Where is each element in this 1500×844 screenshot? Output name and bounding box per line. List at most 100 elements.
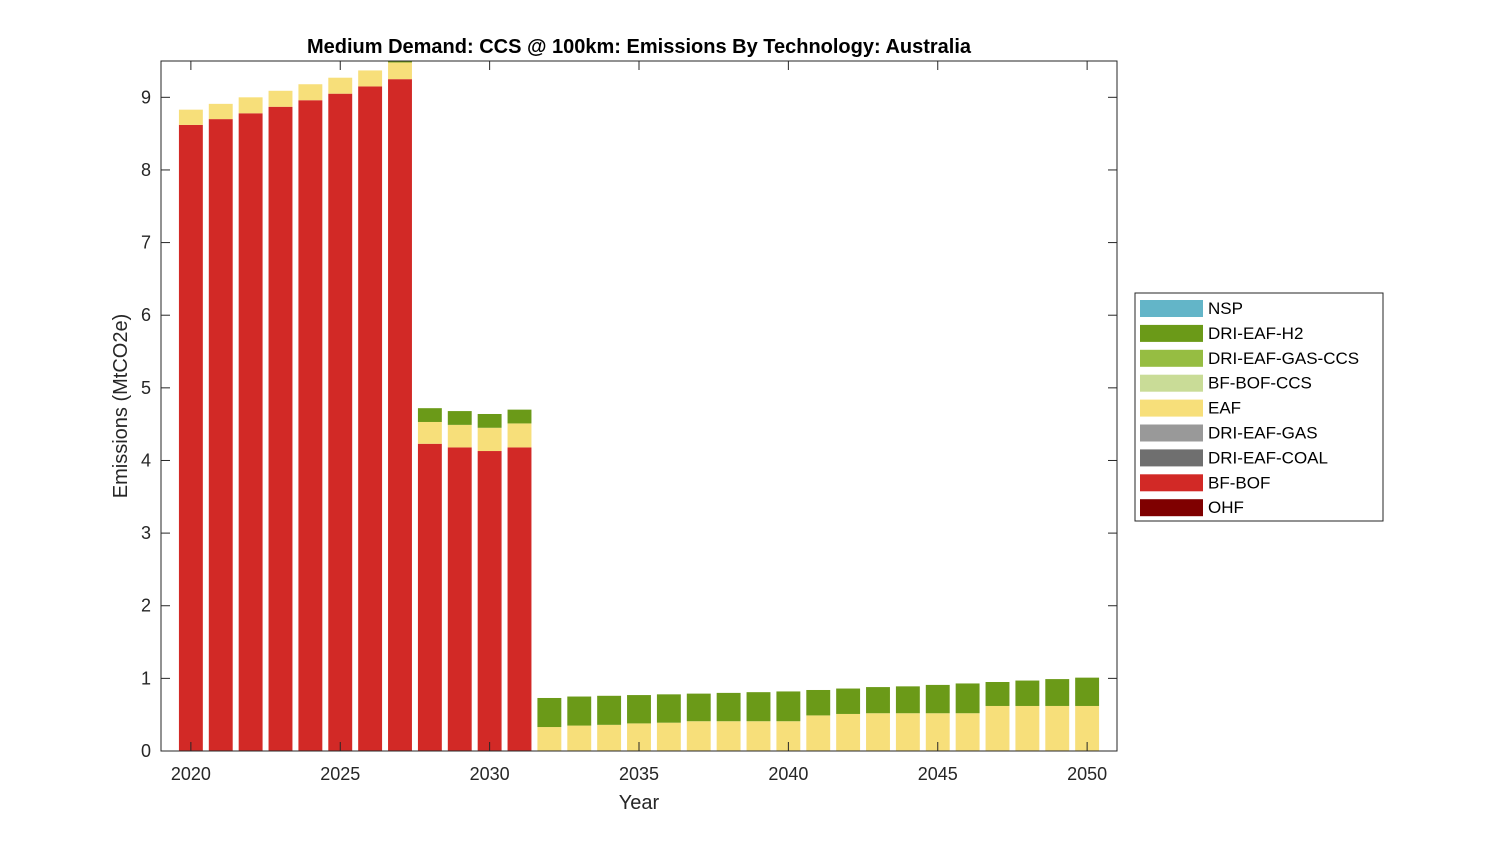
bar-segment-eaf-2036 (656, 722, 681, 751)
bar-segment-bf-bof-2020 (178, 124, 203, 752)
plot-area (160, 60, 1118, 752)
legend-swatch-dri-eaf-gas-ccs (1140, 349, 1203, 367)
y-tick-label: 7 (141, 233, 151, 253)
bar-segment-bf-bof-2031 (507, 447, 532, 751)
bar-segment-eaf-2023 (268, 90, 293, 107)
bar-segment-eaf-2043 (866, 713, 890, 751)
bar-segment-dri-eaf-h2-2027 (388, 61, 412, 63)
bar-segment-dri-eaf-h2-2038 (716, 692, 741, 722)
x-tick-label: 2030 (470, 764, 510, 784)
y-tick-label: 5 (141, 378, 151, 398)
bar-segment-bf-bof-2030 (477, 451, 502, 751)
bar-segment-eaf-2039 (746, 721, 771, 751)
legend-swatch-eaf (1140, 399, 1203, 417)
bar-segment-bf-bof-2027 (388, 79, 412, 751)
bar-segment-eaf-2042 (836, 713, 861, 751)
bar-segment-dri-eaf-h2-2031 (507, 409, 532, 424)
bar-segment-dri-eaf-h2-2037 (686, 693, 711, 722)
y-tick-label: 0 (141, 741, 151, 761)
bar-segment-dri-eaf-h2-2029 (447, 411, 472, 425)
bar-segment-eaf-2047 (985, 705, 1010, 751)
y-tick-label: 8 (141, 160, 151, 180)
chart-title: Medium Demand: CCS @ 100km: Emissions By… (307, 36, 972, 58)
legend-label-bf-bof: BF-BOF (1208, 473, 1270, 492)
bar-segment-bf-bof-2024 (298, 100, 323, 752)
bar-segment-eaf-2048 (1015, 705, 1040, 751)
bar-segment-dri-eaf-h2-2043 (866, 687, 890, 714)
y-tick-label: 1 (141, 668, 151, 688)
legend-label-dri-eaf-gas: DRI-EAF-GAS (1208, 424, 1318, 443)
bar-segment-eaf-2027 (388, 62, 412, 80)
legend-swatch-ohf (1140, 499, 1203, 517)
bar-segment-dri-eaf-h2-2039 (746, 692, 771, 722)
bar-segment-dri-eaf-h2-2050 (1075, 677, 1100, 706)
bar-segment-dri-eaf-h2-2028 (417, 408, 442, 422)
x-axis: 2020 2025 2030 2035 2040 2045 2050 (171, 61, 1107, 784)
y-tick-label: 4 (141, 450, 151, 470)
bar-segment-dri-eaf-h2-2042 (836, 688, 861, 714)
legend-swatch-dri-eaf-coal (1140, 449, 1203, 467)
bar-segment-dri-eaf-h2-2032 (537, 697, 562, 728)
legend-label-dri-eaf-h2: DRI-EAF-H2 (1208, 324, 1303, 343)
bar-segment-bf-bof-2021 (208, 119, 233, 752)
bar-segment-dri-eaf-h2-2049 (1045, 679, 1070, 706)
bar-segment-eaf-2050 (1075, 705, 1100, 751)
bar-segment-dri-eaf-h2-2030 (477, 413, 502, 428)
bar-segment-eaf-2026 (358, 70, 383, 87)
bar-segment-dri-eaf-h2-2040 (776, 691, 801, 722)
bar-segment-dri-eaf-h2-2044 (895, 686, 920, 714)
bar-segment-bf-bof-2025 (328, 93, 353, 752)
y-axis: 0 1 2 3 4 5 6 7 8 9 (141, 87, 1117, 761)
bar-segment-eaf-2031 (507, 423, 532, 448)
bar-segment-eaf-2035 (627, 723, 651, 751)
bar-segment-eaf-2041 (806, 715, 831, 751)
bar-segment-dri-eaf-h2-2047 (985, 682, 1010, 706)
bar-segment-eaf-2024 (298, 84, 323, 101)
x-tick-label: 2025 (320, 764, 360, 784)
legend: NSP DRI-EAF-H2 DRI-EAF-GAS-CCS BF-BOF-CCS EA… (1134, 292, 1384, 522)
y-tick-label: 3 (141, 523, 151, 543)
y-axis-label: Emissions (MtCO2e) (110, 314, 132, 498)
x-tick-label: 2040 (768, 764, 808, 784)
bar-segment-bf-bof-2026 (358, 86, 383, 752)
bar-segment-bf-bof-2028 (417, 443, 442, 751)
legend-label-nsp: NSP (1208, 299, 1243, 318)
legend-label-eaf: EAF (1208, 399, 1241, 418)
bar-segment-dri-eaf-h2-2036 (656, 694, 681, 723)
bar-segment-dri-eaf-h2-2035 (627, 695, 651, 724)
bar-segment-bf-bof-2029 (447, 447, 472, 751)
bar-segment-eaf-2040 (776, 721, 801, 751)
y-tick-label: 2 (141, 596, 151, 616)
bar-segment-eaf-2022 (238, 97, 263, 114)
bar-segment-eaf-2045 (925, 713, 950, 751)
bar-segment-eaf-2028 (417, 421, 442, 444)
legend-swatch-dri-eaf-h2 (1140, 324, 1203, 342)
bar-segment-eaf-2025 (328, 77, 353, 94)
bar-segment-dri-eaf-h2-2034 (597, 695, 622, 725)
x-axis-label: Year (619, 792, 660, 814)
x-tick-label: 2020 (171, 764, 211, 784)
bar-segment-eaf-2037 (686, 721, 711, 751)
bar-segment-eaf-2038 (716, 721, 741, 751)
bar-segment-eaf-2030 (477, 427, 502, 452)
bar-segment-dri-eaf-h2-2048 (1015, 680, 1040, 706)
bar-segment-eaf-2034 (597, 724, 622, 751)
legend-label-dri-eaf-coal: DRI-EAF-COAL (1208, 448, 1328, 467)
legend-swatch-bf-bof (1140, 474, 1203, 492)
legend-swatch-dri-eaf-gas (1140, 424, 1203, 442)
y-tick-label: 6 (141, 305, 151, 325)
bar-segment-bf-bof-2022 (238, 113, 263, 752)
bar-segment-eaf-2049 (1045, 705, 1070, 751)
bar-segment-bf-bof-2023 (268, 106, 293, 751)
legend-label-dri-eaf-gas-ccs: DRI-EAF-GAS-CCS (1208, 349, 1359, 368)
bar-segment-eaf-2046 (955, 713, 980, 751)
bar-segment-eaf-2029 (447, 424, 472, 448)
legend-swatch-bf-bof-ccs (1140, 374, 1203, 392)
legend-label-ohf: OHF (1208, 498, 1244, 517)
bar-segment-dri-eaf-h2-2045 (925, 684, 950, 714)
legend-swatch-nsp (1140, 300, 1203, 317)
bar-segment-dri-eaf-h2-2046 (955, 683, 980, 714)
bar-segment-eaf-2033 (567, 725, 592, 751)
y-tick-label: 9 (141, 87, 151, 107)
